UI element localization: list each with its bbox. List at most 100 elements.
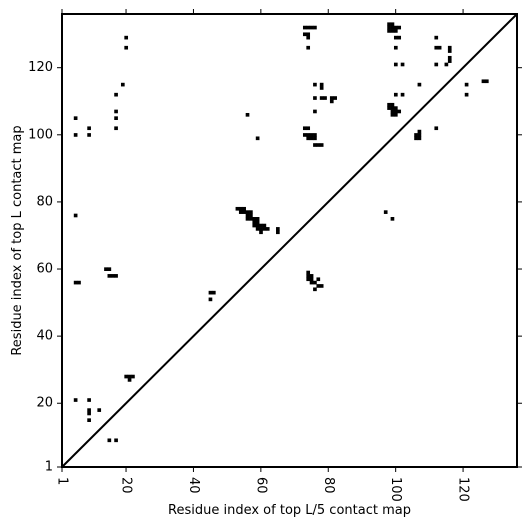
contact-point-upper [484, 79, 489, 84]
contact-point-upper [387, 102, 391, 107]
contact-point-upper [316, 277, 321, 282]
contact-point-upper [306, 25, 311, 30]
contact-point-upper [302, 25, 307, 30]
contact-point-upper [309, 277, 314, 282]
contact-point-upper [464, 92, 469, 97]
contact-point-lower [110, 274, 115, 278]
contact-point-upper [319, 143, 324, 147]
contact-point-upper [393, 45, 398, 50]
contact-point-lower [114, 274, 118, 278]
contact-point-lower [104, 267, 108, 271]
contact-point-upper [434, 45, 439, 50]
x-tick-label: 100 [388, 477, 403, 502]
contact-point-upper [306, 45, 311, 50]
contact-point-lower [107, 274, 112, 278]
contact-point-upper [309, 280, 314, 285]
contact-point-upper [481, 79, 486, 84]
contact-point-lower [124, 45, 129, 50]
contact-point-upper [390, 22, 395, 27]
contact-point-upper [383, 210, 388, 214]
contact-point-lower [87, 408, 91, 412]
contact-point-upper [306, 270, 311, 275]
contact-point-upper [323, 96, 327, 100]
x-tick-label: 40 [186, 477, 201, 494]
contact-point-upper [393, 92, 398, 97]
x-tick-label: 120 [456, 477, 471, 502]
contact-point-upper [417, 136, 422, 141]
contact-point-upper [319, 82, 324, 87]
contact-point-upper [306, 35, 311, 40]
contact-point-upper [255, 217, 260, 221]
contact-point-upper [387, 29, 391, 33]
contact-point-upper [255, 223, 260, 228]
contact-point-lower [127, 378, 132, 382]
contact-point-lower [114, 116, 118, 120]
plot-frame [61, 13, 518, 468]
contact-point-upper [276, 227, 280, 231]
contact-point-upper [235, 206, 240, 211]
contact-point-lower [120, 82, 125, 87]
contact-point-upper [329, 96, 334, 100]
contact-point-upper [313, 143, 317, 147]
contact-point-upper [447, 55, 452, 60]
contact-point-upper [309, 133, 314, 137]
contact-point-upper [276, 230, 280, 235]
contact-point-upper [245, 213, 250, 218]
x-tick-label: 60 [253, 477, 268, 494]
contact-point-upper [306, 136, 311, 141]
contact-point-upper [434, 62, 439, 67]
y-tick-label: 20 [36, 396, 53, 411]
contact-point-lower [114, 92, 118, 97]
contact-point-lower [124, 374, 129, 379]
contact-point-lower [87, 398, 91, 402]
contact-point-upper [313, 280, 317, 285]
contact-point-upper [255, 220, 260, 225]
contact-point-upper [400, 92, 405, 97]
contact-point-upper [387, 22, 391, 27]
contact-point-upper [397, 25, 402, 30]
contact-point-lower [107, 267, 112, 271]
x-tick-label: 1 [55, 477, 70, 485]
contact-point-upper [447, 49, 452, 53]
contact-point-upper [390, 109, 395, 114]
contact-point-lower [87, 133, 91, 137]
contact-point-upper [313, 82, 317, 87]
contact-point-lower [73, 116, 78, 120]
contact-point-upper [245, 112, 250, 117]
contact-point-upper [444, 62, 449, 67]
contact-point-upper [434, 35, 439, 40]
contact-point-upper [252, 217, 257, 221]
contact-point-upper [313, 287, 317, 292]
y-tick-label: 40 [36, 329, 53, 344]
contact-point-lower [77, 280, 81, 285]
contact-point-lower [107, 438, 112, 443]
x-axis-ticks: 1 20 40 60 80 100 120 [55, 9, 471, 502]
contact-point-upper [397, 109, 402, 114]
contact-point-upper [417, 129, 422, 134]
contact-point-upper [329, 99, 334, 104]
contact-point-upper [437, 45, 442, 50]
contact-point-upper [400, 62, 405, 67]
contact-point-upper [316, 143, 321, 147]
y-tick-label: 60 [36, 262, 53, 277]
contact-point-upper [447, 45, 452, 50]
contact-point-upper [249, 210, 253, 214]
contact-point-upper [417, 133, 422, 137]
contact-point-upper [464, 82, 469, 87]
contact-point-lower [73, 133, 78, 137]
contact-point-upper [309, 25, 314, 30]
contact-point-upper [393, 29, 398, 33]
contact-point-lower [87, 411, 91, 416]
x-tick-label: 20 [119, 477, 134, 494]
contact-point-upper [447, 59, 452, 63]
contact-point-upper [208, 290, 213, 295]
contact-point-lower [97, 408, 102, 412]
contact-point-upper [309, 274, 314, 278]
contact-point-lower [73, 213, 78, 218]
contact-point-upper [245, 210, 250, 214]
diagonal-line [61, 13, 518, 468]
contact-point-upper [393, 109, 398, 114]
contact-point-upper [259, 227, 263, 231]
y-axis-label: Residue index of top L contact map [10, 125, 25, 355]
